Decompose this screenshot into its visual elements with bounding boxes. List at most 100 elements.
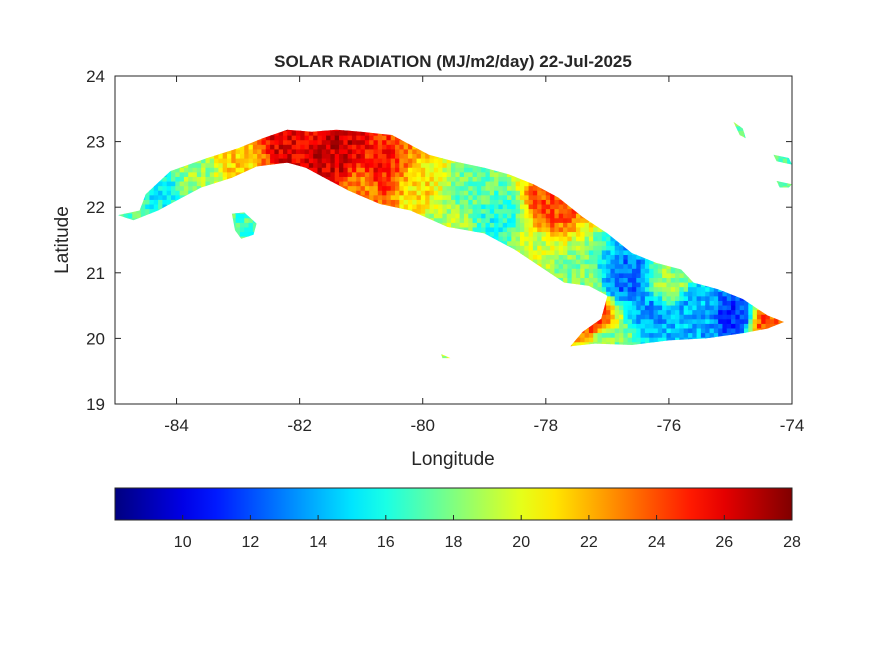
heatmap-cell — [214, 171, 219, 177]
heatmap-cell — [295, 158, 301, 164]
heatmap-cell — [369, 158, 375, 164]
heatmap-cell — [347, 180, 353, 187]
heatmap-cell — [304, 153, 310, 159]
heatmap-cell — [330, 162, 336, 168]
heatmap-cell — [222, 171, 228, 177]
heatmap-cell — [334, 135, 340, 141]
heatmap-cell — [265, 153, 271, 159]
heatmap-cell — [386, 148, 392, 155]
heatmap-cell — [239, 167, 245, 173]
heatmap-cell — [485, 222, 491, 228]
heatmap-cell — [463, 185, 469, 191]
heatmap-cell — [261, 153, 267, 159]
heatmap-cell — [162, 203, 168, 210]
heatmap-cell — [183, 185, 189, 191]
heatmap-cell — [455, 185, 461, 191]
heatmap-cell — [162, 176, 168, 182]
heatmap-cell — [347, 130, 353, 136]
heatmap-cell — [283, 130, 288, 136]
heatmap-cell — [416, 176, 422, 182]
heatmap-cell — [313, 139, 319, 145]
heatmap-cell — [330, 148, 336, 155]
heatmap-cell — [326, 153, 332, 159]
heatmap-cell — [364, 153, 370, 159]
heatmap-cell — [446, 194, 452, 200]
heatmap-cell — [420, 185, 426, 191]
heatmap-cell — [399, 199, 405, 205]
heatmap-cell — [407, 199, 413, 205]
heatmap-cell — [330, 158, 336, 164]
heatmap-cell — [463, 226, 469, 233]
heatmap-cell — [313, 144, 319, 150]
heatmap-cell — [343, 167, 349, 173]
heatmap-cell — [498, 203, 504, 210]
heatmap-cell — [494, 180, 500, 187]
heatmap-cell — [468, 176, 474, 182]
heatmap-cell — [407, 194, 413, 200]
heatmap-cell — [326, 130, 332, 136]
heatmap-cell — [244, 217, 250, 223]
heatmap-cell — [373, 148, 379, 155]
heatmap-cell — [369, 176, 375, 182]
heatmap-cell — [326, 144, 332, 150]
heatmap-cell — [313, 158, 319, 164]
heatmap-cell — [287, 158, 293, 164]
heatmap-cell — [468, 226, 474, 233]
heatmap-cell — [481, 180, 487, 187]
heatmap-cell — [438, 158, 444, 164]
heatmap-cell — [252, 139, 258, 145]
heatmap-cell — [205, 176, 211, 182]
heatmap-cell — [373, 139, 379, 145]
heatmap-cell — [347, 158, 353, 164]
heatmap-cell — [407, 176, 413, 182]
heatmap-cell — [308, 139, 314, 145]
heatmap-cell — [451, 208, 456, 214]
heatmap-cell — [218, 176, 224, 182]
heatmap-cell — [227, 171, 232, 177]
heatmap-cell — [214, 162, 219, 168]
heatmap-cell — [472, 226, 478, 233]
heatmap-cell — [451, 199, 456, 205]
heatmap-cell — [351, 148, 357, 155]
heatmap-cell — [412, 167, 418, 173]
heatmap-cell — [382, 176, 388, 182]
heatmap-cell — [472, 222, 478, 228]
heatmap-cell — [463, 176, 469, 182]
heatmap-cell — [356, 158, 362, 164]
heatmap-cell — [433, 171, 439, 177]
heatmap-cell — [476, 213, 482, 219]
heatmap-cell — [489, 222, 495, 228]
axes-area — [115, 76, 792, 404]
heatmap-cell — [412, 194, 418, 200]
heatmap-cell — [201, 158, 207, 164]
heatmap-cell — [502, 226, 508, 233]
heatmap-cell — [218, 171, 224, 177]
heatmap-cell — [420, 153, 426, 159]
heatmap-cell — [317, 158, 323, 164]
heatmap-cell — [416, 153, 422, 159]
heatmap-cell — [347, 153, 353, 159]
heatmap-cell — [498, 231, 504, 237]
heatmap-cell — [494, 226, 500, 233]
heatmap-cell — [438, 185, 444, 191]
heatmap-cell — [476, 171, 482, 177]
heatmap-cell — [222, 176, 228, 182]
heatmap-cell — [377, 176, 383, 182]
heatmap-cell — [308, 167, 314, 173]
heatmap-cell — [502, 213, 508, 219]
heatmap-cell — [356, 171, 362, 177]
heatmap-cell — [339, 171, 344, 177]
heatmap-cell — [265, 144, 271, 150]
heatmap-cell — [403, 158, 409, 164]
heatmap-cell — [179, 194, 185, 200]
heatmap-cell — [472, 213, 478, 219]
heatmap-cell — [239, 148, 245, 155]
heatmap-cell — [451, 213, 456, 219]
heatmap-cell — [472, 199, 478, 205]
heatmap-cell — [420, 171, 426, 177]
heatmap-cell — [291, 158, 297, 164]
heatmap-cell — [192, 162, 198, 168]
heatmap-cell — [498, 222, 504, 228]
heatmap-cell — [369, 135, 375, 141]
heatmap-cell — [235, 171, 241, 177]
